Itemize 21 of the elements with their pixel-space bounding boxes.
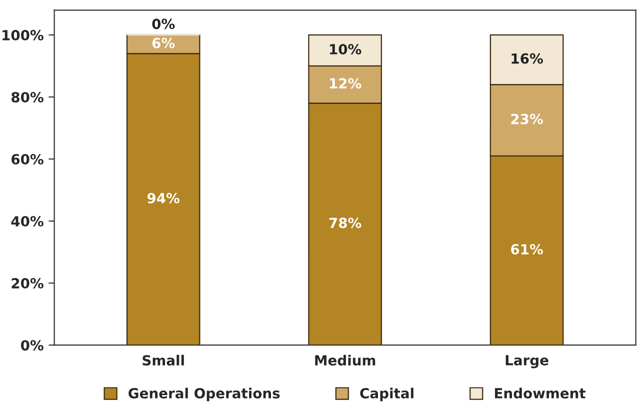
- data-label: 61%: [511, 244, 543, 255]
- legend-label: Capital: [360, 388, 414, 402]
- data-label: 6%: [152, 38, 175, 48]
- y-tick-label: 60%: [12, 154, 44, 164]
- y-tick-label: 20%: [12, 278, 44, 289]
- y-tick-label: 0%: [20, 340, 44, 351]
- data-label: 16%: [512, 53, 543, 64]
- data-label: 94%: [147, 192, 180, 204]
- legend-label: General Operations: [128, 388, 280, 402]
- x-tick-label: Large: [506, 355, 548, 368]
- y-tick-label: 40%: [11, 216, 44, 227]
- y-tick-label: 100%: [2, 30, 44, 40]
- data-label: 23%: [511, 114, 543, 124]
- data-label: 10%: [330, 44, 362, 54]
- x-tick-label: Medium: [315, 354, 376, 366]
- data-label: 0%: [152, 18, 175, 30]
- data-label: 12%: [330, 78, 362, 89]
- data-label: 78%: [329, 218, 362, 228]
- x-tick-label: Small: [142, 354, 184, 366]
- legend-label: Endowment: [494, 388, 586, 398]
- y-tick-label: 80%: [12, 92, 44, 102]
